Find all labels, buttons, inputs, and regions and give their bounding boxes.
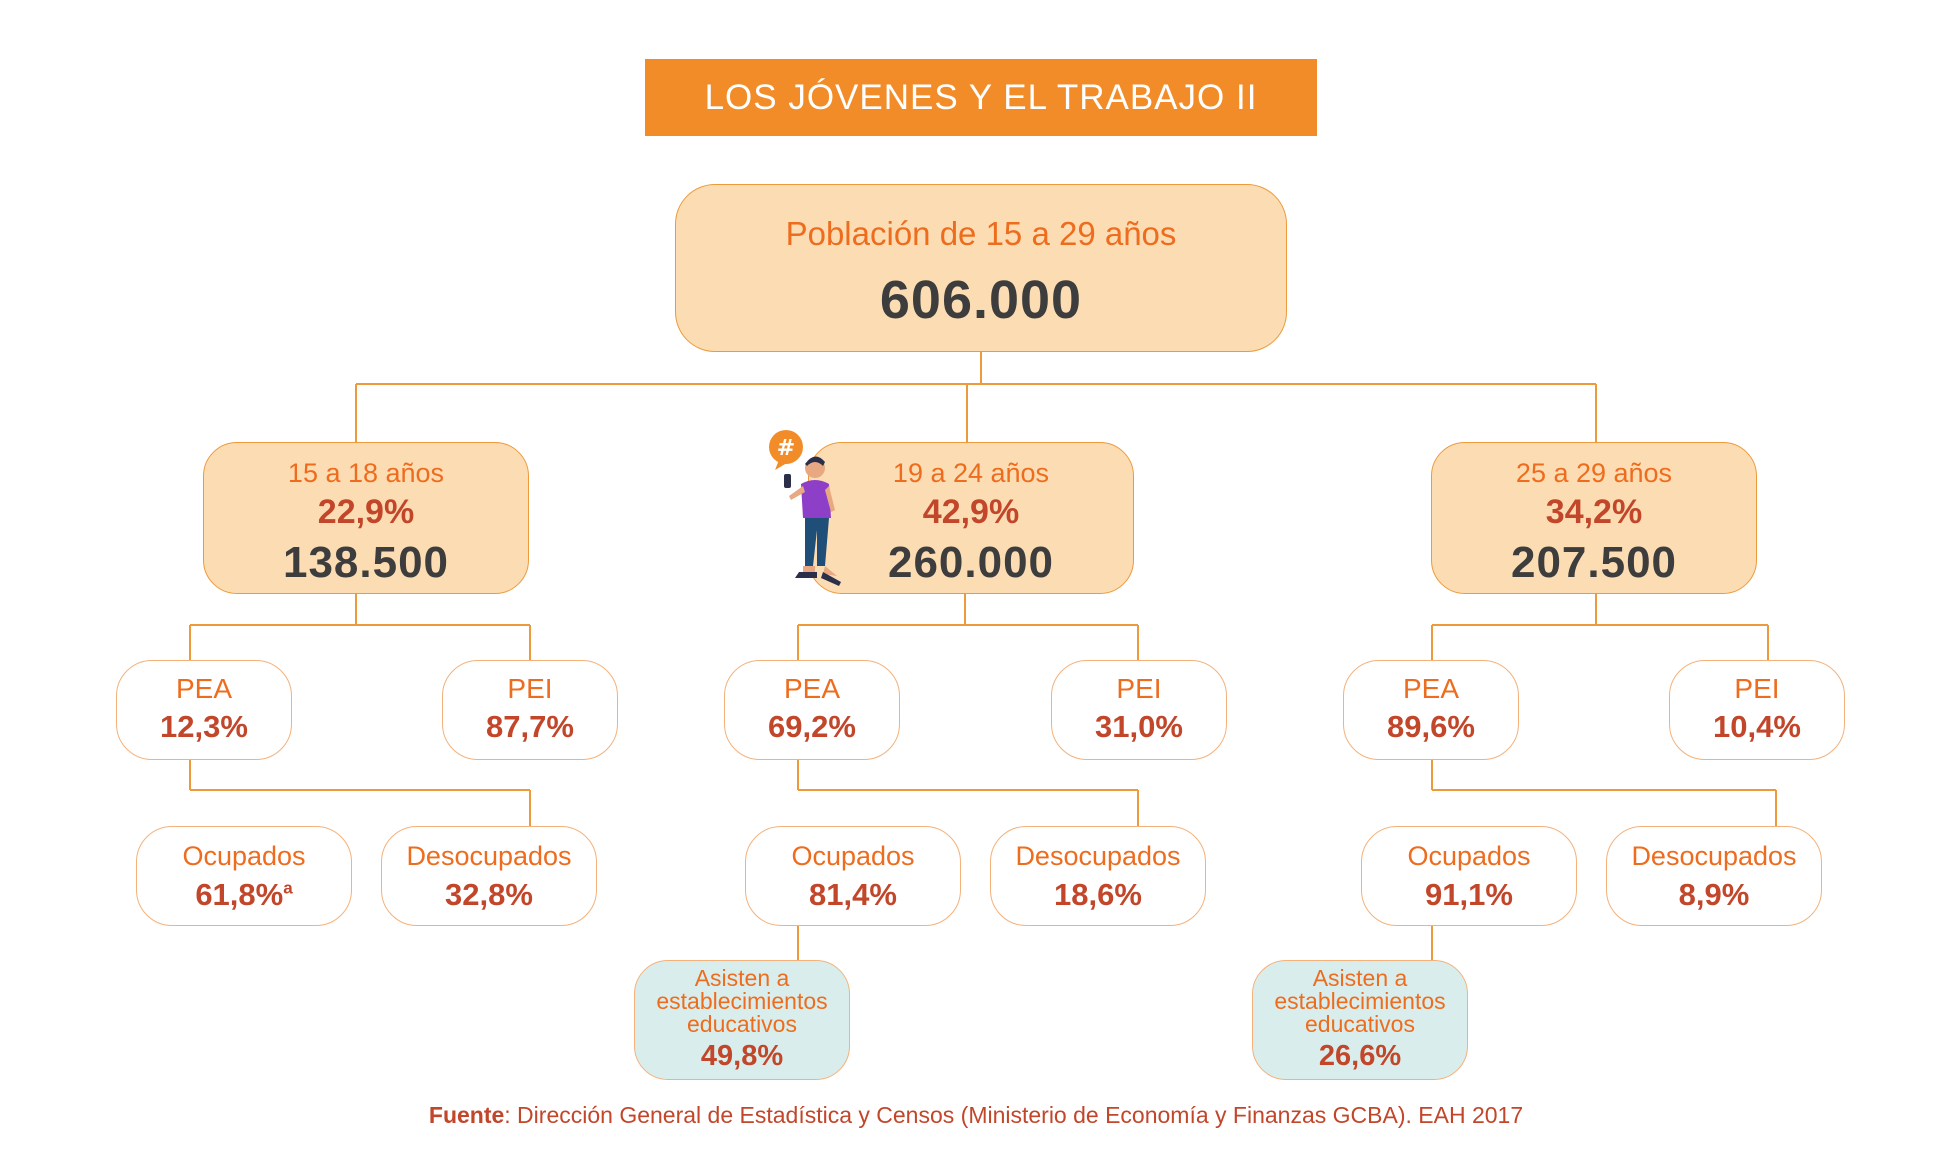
pei-node-19-24: PEI 31,0%: [1051, 660, 1227, 760]
education-label: Asisten a establecimientos educativos: [656, 965, 828, 1037]
desocupados-label: Desocupados: [1631, 841, 1797, 871]
desocupados-label: Desocupados: [406, 841, 572, 871]
pea-label: PEA: [783, 673, 841, 704]
desocupados-node-19-24: Desocupados 18,6%: [990, 826, 1206, 926]
pei-label: PEI: [507, 673, 553, 704]
desocupados-label: Desocupados: [1015, 841, 1181, 871]
pea-node-19-24: PEA 69,2%: [724, 660, 900, 760]
education-node-19-24: Asisten a establecimientos educativos 49…: [634, 960, 850, 1080]
age-node-15-18: 15 a 18 años 22,9% 138.500: [203, 442, 529, 594]
ocupados-label: Ocupados: [791, 841, 915, 871]
root-value: 606.000: [879, 270, 1083, 330]
pei-value: 87,7%: [486, 709, 574, 744]
desocupados-node-25-29: Desocupados 8,9%: [1606, 826, 1822, 926]
pei-value: 10,4%: [1713, 709, 1801, 744]
education-value: 49,8%: [700, 1040, 784, 1072]
pea-node-15-18: PEA 12,3%: [116, 660, 292, 760]
age-node-19-24: 19 a 24 años 42,9% 260.000: [808, 442, 1134, 594]
pea-node-25-29: PEA 89,6%: [1343, 660, 1519, 760]
source-label: Fuente: [428, 1102, 505, 1128]
footnote-marker: a: [283, 878, 293, 898]
root-node-population: Población de 15 a 29 años 606.000: [675, 184, 1287, 352]
desocupados-value: 8,9%: [1678, 877, 1750, 912]
ocupados-value: 81,4%: [809, 877, 897, 912]
age-share: 42,9%: [922, 493, 1020, 531]
young-person-icon: #: [769, 430, 841, 586]
age-share: 34,2%: [1545, 493, 1643, 531]
age-count: 260.000: [887, 538, 1055, 587]
age-share: 22,9%: [317, 493, 415, 531]
age-label: 19 a 24 años: [892, 458, 1050, 488]
pei-label: PEI: [1734, 673, 1780, 704]
age-label: 15 a 18 años: [287, 458, 445, 488]
pei-node-25-29: PEI 10,4%: [1669, 660, 1845, 760]
pei-label: PEI: [1116, 673, 1162, 704]
pea-value: 89,6%: [1387, 709, 1475, 744]
age-label: 25 a 29 años: [1515, 458, 1673, 488]
age-count: 138.500: [282, 538, 450, 587]
pei-node-15-18: PEI 87,7%: [442, 660, 618, 760]
page-title: LOS JÓVENES Y EL TRABAJO II: [645, 59, 1317, 136]
pea-value: 69,2%: [768, 709, 856, 744]
svg-text:#: #: [777, 436, 795, 461]
education-node-25-29: Asisten a establecimientos educativos 26…: [1252, 960, 1468, 1080]
ocupados-node-25-29: Ocupados 91,1%: [1361, 826, 1577, 926]
ocupados-value: 91,1%: [1425, 877, 1513, 912]
desocupados-value: 32,8%: [445, 877, 533, 912]
education-value: 26,6%: [1318, 1040, 1402, 1072]
pea-value: 12,3%: [160, 709, 248, 744]
ocupados-value-text: 61,8%: [195, 877, 284, 912]
age-count: 207.500: [1510, 538, 1678, 587]
root-label: Población de 15 a 29 años: [785, 215, 1177, 252]
age-node-25-29: 25 a 29 años 34,2% 207.500: [1431, 442, 1757, 594]
source-footer: Fuente: Dirección General de Estadística…: [0, 1102, 1952, 1129]
source-text: : Dirección General de Estadística y Cen…: [504, 1102, 1524, 1128]
ocupados-value: 61,8%a: [137, 877, 351, 913]
pei-value: 31,0%: [1095, 709, 1183, 744]
education-label: Asisten a establecimientos educativos: [1274, 965, 1446, 1037]
ocupados-label: Ocupados: [182, 841, 306, 871]
desocupados-value: 18,6%: [1054, 877, 1142, 912]
ocupados-node-19-24: Ocupados 81,4%: [745, 826, 961, 926]
pea-label: PEA: [1402, 673, 1460, 704]
desocupados-node-15-18: Desocupados 32,8%: [381, 826, 597, 926]
ocupados-label: Ocupados: [1407, 841, 1531, 871]
ocupados-node-15-18: Ocupados 61,8%a: [136, 826, 352, 926]
pea-label: PEA: [175, 673, 233, 704]
